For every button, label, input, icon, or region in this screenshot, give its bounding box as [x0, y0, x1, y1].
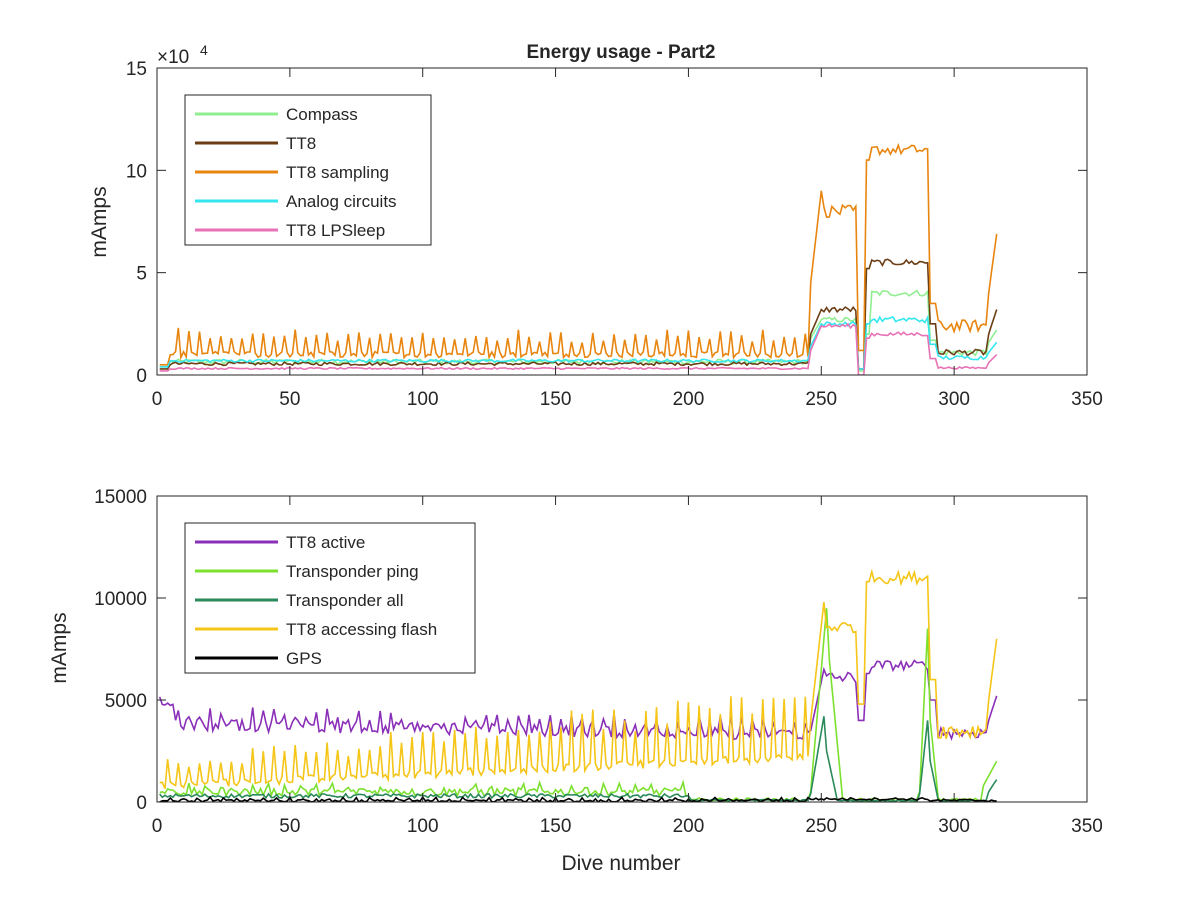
y-tick-label: 5	[136, 264, 147, 285]
x-tick-label: 0	[152, 816, 163, 837]
x-tick-label: 350	[1071, 389, 1103, 410]
series-lines	[158, 568, 998, 802]
series-lines	[159, 142, 998, 375]
x-tick-label: 100	[407, 816, 439, 837]
y-tick-label: 15000	[94, 487, 147, 508]
series-line-tt8-accessing-flash	[159, 568, 998, 790]
legend-label: TT8 LPSleep	[286, 221, 385, 240]
legend-box	[184, 522, 476, 674]
series-line-gps	[159, 795, 997, 802]
y-tick-label: 0	[136, 793, 147, 814]
y-axis-label: mAmps	[48, 612, 71, 683]
series-line-tt8-active	[158, 659, 998, 741]
legend-label: TT8 active	[286, 533, 365, 552]
series-line-tt8-lpsleep	[159, 322, 998, 375]
y-tick-label: 5000	[105, 691, 147, 712]
x-tick-label: 300	[938, 816, 970, 837]
legend-label: GPS	[286, 649, 322, 668]
y-tick-label: 15	[126, 59, 147, 80]
series-line-transponder-all	[159, 716, 998, 802]
y-axis-label: mAmps	[88, 186, 111, 257]
x-tick-label: 250	[805, 389, 837, 410]
x-tick-label: 100	[407, 389, 439, 410]
chart-title: Energy usage - Part2	[526, 42, 715, 63]
legend-item: Transponder ping	[195, 562, 419, 581]
plot-area-frame	[156, 495, 1088, 803]
legend-label: TT8 sampling	[286, 163, 389, 182]
legend-item: TT8 sampling	[195, 163, 389, 182]
plot-area-frame	[156, 67, 1088, 376]
legend-label: Compass	[286, 105, 358, 124]
x-tick-label: 250	[805, 816, 837, 837]
legend-item: Analog circuits	[195, 192, 397, 211]
legend-item: Compass	[195, 105, 358, 124]
series-line-tt8-sampling	[159, 142, 998, 366]
legend-item: TT8 LPSleep	[195, 221, 385, 240]
legend-label: Analog circuits	[286, 192, 397, 211]
legend-label: TT8	[286, 134, 316, 153]
y-tick-label: 10	[126, 161, 147, 182]
y-exponent-power: 4	[200, 42, 208, 58]
x-axis-label: Dive number	[561, 852, 680, 875]
x-tick-label: 200	[673, 816, 705, 837]
x-tick-label: 350	[1071, 816, 1103, 837]
top-subplot: Energy usage - Part2 mAmps ×10 4 0 50 100 1…	[88, 42, 1103, 410]
x-tick-label: 0	[152, 389, 163, 410]
x-tick-label: 50	[279, 389, 300, 410]
legend-box	[184, 94, 432, 246]
x-tick-label: 150	[540, 389, 572, 410]
legend-label: TT8 accessing flash	[286, 620, 437, 639]
legend: Compass TT8 TT8 sampling Analog circuits TT8…	[184, 94, 432, 246]
legend-item: Transponder all	[195, 591, 404, 610]
x-tick-label: 200	[673, 389, 705, 410]
y-exponent-base: ×10	[157, 47, 189, 68]
legend-item: TT8 accessing flash	[195, 620, 437, 639]
legend-item: TT8	[195, 134, 316, 153]
y-tick-label: 10000	[94, 589, 147, 610]
x-tick-label: 300	[938, 389, 970, 410]
bottom-subplot: mAmps Dive number 0 50 100 150 200 250 300 350 0…	[48, 487, 1103, 875]
x-tick-label: 50	[279, 816, 300, 837]
x-tick-label: 150	[540, 816, 572, 837]
legend: TT8 active Transponder ping Transponder al…	[184, 522, 476, 674]
y-tick-label: 0	[136, 366, 147, 387]
legend-item: TT8 active	[195, 533, 365, 552]
legend-label: Transponder all	[286, 591, 404, 610]
legend-item: GPS	[195, 649, 322, 668]
legend-label: Transponder ping	[286, 562, 419, 581]
y-exponent: ×10 4	[157, 42, 208, 68]
